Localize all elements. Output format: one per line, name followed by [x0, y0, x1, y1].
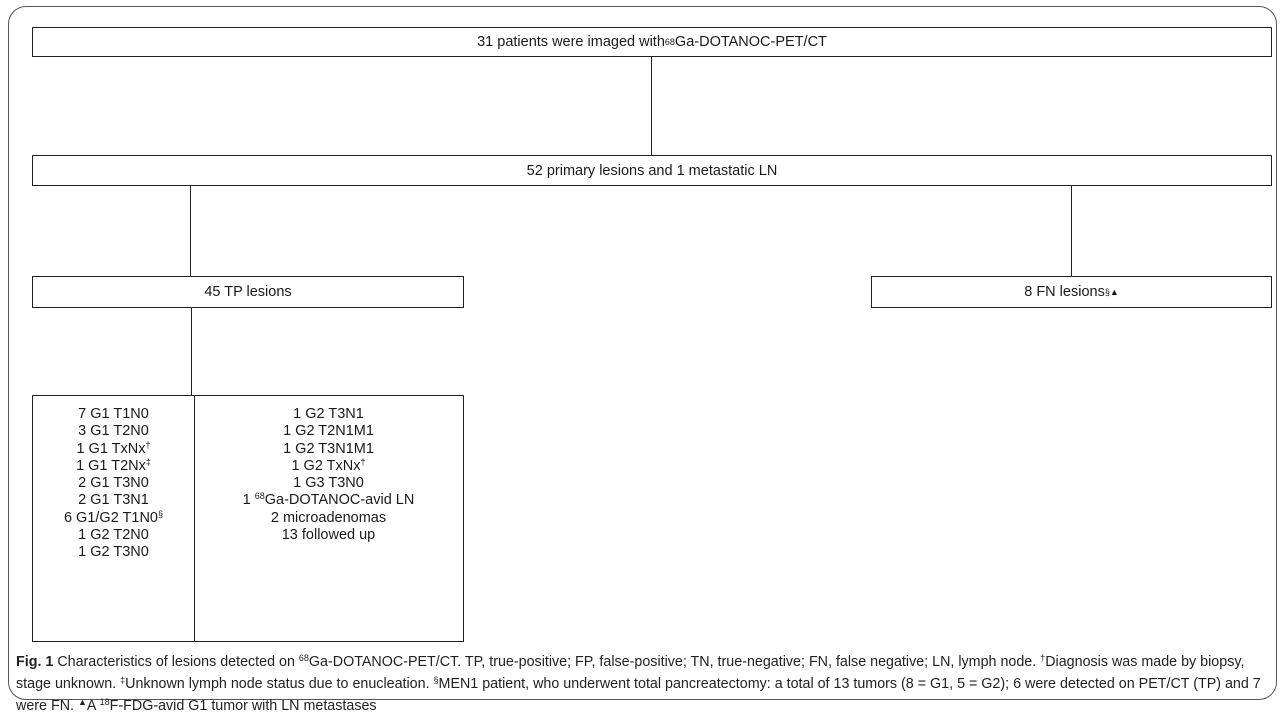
figure-frame	[8, 6, 1277, 700]
right-item-pre: 1 G2 T3N1	[293, 406, 364, 422]
caption-text: Unknown lymph node status due to enuclea…	[125, 676, 434, 692]
patients-text-post: Ga-DOTANOC-PET/CT	[674, 34, 827, 50]
right-item: 2 microadenomas	[271, 510, 386, 527]
lesions-text: 52 primary lesions and 1 metastatic LN	[526, 162, 778, 179]
left-item: 2 G1 T3N0	[78, 475, 149, 492]
left-item: 6 G1/G2 T1N0§	[63, 508, 164, 527]
caption-text: F-FDG-avid G1 tumor with LN metastases	[109, 698, 377, 714]
left-item: 2 G1 T3N1	[78, 492, 149, 509]
right-item: 1 G3 T3N0	[293, 475, 364, 492]
connector-second-to-fn	[1071, 185, 1072, 277]
caption-text: Characteristics of lesions detected on	[53, 654, 299, 670]
right-item-pre: 2 microadenomas	[270, 509, 387, 526]
caption-sup: 18	[99, 697, 110, 707]
connector-second-to-tp	[190, 185, 191, 277]
left-item: 1 G1 T2Nx‡	[76, 456, 151, 475]
tp-lesions-text: 45 TP lesions	[204, 284, 292, 300]
left-item-sup: §	[158, 508, 164, 519]
caption-sup: ▲	[77, 697, 87, 707]
left-item-text: 1 G2 T3N0	[78, 544, 149, 561]
patients-box: 31 patients were imaged with 68 Ga-DOTANO…	[32, 27, 1272, 57]
right-item-sup: †	[360, 456, 366, 467]
left-item: 3 G1 T2N0	[78, 423, 149, 440]
caption-sup: 68	[298, 653, 309, 663]
right-item-pre: 13 followed up	[281, 527, 376, 544]
tp-details-table: 7 G1 T1N0 3 G1 T2N0 1 G1 TxNx† 1 G1 T2Nx…	[32, 395, 464, 642]
figure-caption: Fig. 1 Characteristics of lesions detect…	[16, 651, 1276, 717]
right-item: 1 G2 T2N1M1	[283, 423, 374, 440]
left-item-sup: ‡	[145, 456, 151, 467]
fn-lesions-text: 8 FN lesions	[1024, 284, 1105, 300]
patients-text-pre: 31 patients were imaged with	[477, 34, 665, 50]
connector-top-to-second	[651, 56, 652, 156]
left-item-text: 3 G1 T2N0	[78, 423, 149, 440]
caption-text: Ga-DOTANOC-PET/CT. TP, true-positive; FP…	[308, 654, 1041, 670]
figure-label: Fig. 1	[16, 654, 54, 670]
right-item: 1 G2 T3N1M1	[283, 441, 374, 458]
left-item-sup: †	[145, 439, 151, 450]
right-item: 1 G2 T3N1	[293, 406, 364, 423]
right-item-pre: 1 G2 T2N1M1	[283, 423, 374, 440]
left-item-text: 7 G1 T1N0	[78, 406, 149, 422]
connector-tp-to-table	[191, 307, 192, 396]
right-item: 1 68Ga-DOTANOC-avid LN	[243, 492, 415, 509]
right-item: 1 G2 TxNx†	[291, 456, 366, 475]
left-item-text: 6 G1/G2 T1N0	[63, 509, 158, 526]
right-item-sup: 68	[254, 491, 265, 502]
right-item: 13 followed up	[282, 527, 376, 544]
caption-sup: ‡	[120, 675, 126, 685]
tp-details-left-column: 7 G1 T1N0 3 G1 T2N0 1 G1 TxNx† 1 G1 T2Nx…	[33, 396, 195, 641]
caption-sup: §	[433, 675, 439, 685]
tp-lesions-box: 45 TP lesions	[32, 276, 464, 308]
right-item-post: Ga-DOTANOC-avid LN	[264, 492, 415, 509]
caption-sup: †	[1040, 653, 1046, 663]
left-item: 1 G2 T2N0	[78, 527, 149, 544]
left-item-text: 1 G2 T2N0	[78, 527, 149, 544]
left-item-text: 1 G1 TxNx	[76, 440, 146, 457]
left-item-text: 2 G1 T3N1	[78, 492, 149, 509]
caption-text: A	[86, 698, 100, 714]
right-item-pre: 1	[242, 492, 255, 509]
left-item-text: 1 G1 T2Nx	[76, 457, 146, 474]
tp-details-right-column: 1 G2 T3N1 1 G2 T2N1M1 1 G2 T3N1M1 1 G2 T…	[194, 396, 463, 641]
left-item: 7 G1 T1N0	[78, 406, 149, 423]
left-item: 1 G1 TxNx†	[76, 439, 151, 458]
right-item-pre: 1 G2 TxNx	[291, 457, 361, 474]
fn-lesions-box: 8 FN lesions §▲	[871, 276, 1272, 308]
caption-text: Diagnosis was made by biopsy, stage unkn…	[16, 654, 1245, 692]
right-item-pre: 1 G2 T3N1M1	[283, 440, 374, 457]
right-item-pre: 1 G3 T3N0	[293, 475, 364, 492]
left-item: 1 G2 T3N0	[78, 544, 149, 561]
lesions-box: 52 primary lesions and 1 metastatic LN	[32, 155, 1272, 186]
left-item-text: 2 G1 T3N0	[78, 475, 149, 492]
